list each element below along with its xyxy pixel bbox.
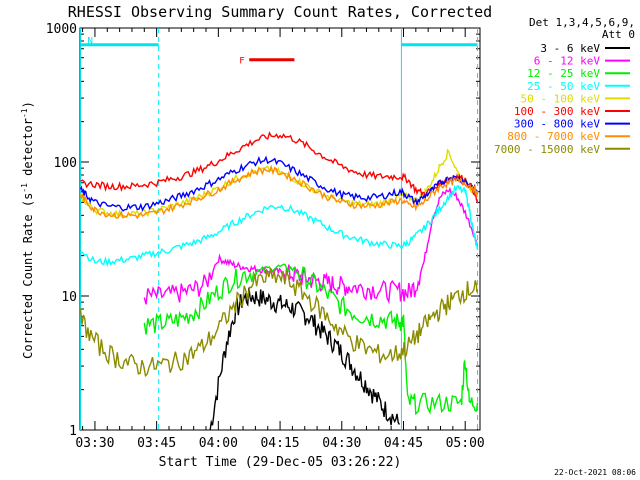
x-tick-label: 03:30	[75, 436, 114, 451]
y-tick-label: 1000	[46, 22, 77, 37]
footer-date: 22-Oct-2021 08:06	[554, 468, 636, 477]
series-line-5	[80, 131, 479, 203]
x-tick-label: 03:45	[137, 436, 176, 451]
y-axis-label: Corrected Count Rate (s-1 detector-1)	[20, 101, 35, 359]
series-line-6	[80, 155, 478, 212]
series-line-8	[80, 268, 479, 378]
legend-label-0: 3 - 6 keV	[540, 42, 600, 55]
legend-label-3: 25 - 50 keV	[527, 80, 600, 93]
y-tick-label: 1	[69, 424, 77, 439]
x-axis-label: Start Time (29-Dec-05 03:26:22)	[159, 455, 402, 470]
series-line-1	[143, 186, 479, 305]
state-bar-label-F: F	[239, 57, 244, 67]
chart-title: RHESSI Observing Summary Count Rates, Co…	[68, 3, 492, 21]
legend-label-2: 12 - 25 keV	[527, 67, 600, 80]
x-tick-label: 04:00	[199, 436, 238, 451]
y-axis-label-exp-1: -1	[20, 183, 29, 193]
x-tick-label: 05:00	[446, 436, 485, 451]
legend-label-6: 300 - 800 keV	[514, 118, 600, 131]
y-axis-label-mid: detector	[21, 118, 35, 183]
y-axis-label-end: )	[21, 101, 35, 108]
legend-label-4: 50 - 100 keV	[521, 92, 601, 105]
series-line-0	[209, 287, 401, 430]
y-tick-label: 10	[61, 290, 77, 305]
y-axis-label-exp-2: -1	[20, 108, 29, 118]
y-axis-label-main: Corrected Count Rate (s	[21, 193, 35, 359]
series-line-7	[80, 164, 479, 220]
y-tick-label: 100	[54, 156, 77, 171]
legend-label-1: 6 - 12 keV	[534, 55, 601, 68]
state-bar-label-N: N	[88, 37, 93, 47]
x-tick-label: 04:30	[322, 436, 361, 451]
series-line-3	[80, 184, 479, 268]
legend-header-line-2: Att 0	[602, 28, 635, 41]
legend-label-8: 7000 - 15000 keV	[494, 143, 600, 156]
plot-area: 1 10 100 1000 03:30 03:45 04:00 04:15 04:30 04:45…	[46, 22, 485, 451]
x-tick-label: 04:15	[260, 436, 299, 451]
legend-label-5: 100 - 300 keV	[514, 105, 600, 118]
legend-label-7: 800 - 7000 keV	[507, 130, 600, 143]
x-tick-label: 04:45	[384, 436, 423, 451]
legend-header-line-1: Det 1,3,4,5,6,9,	[529, 16, 635, 29]
series-line-2	[143, 263, 479, 416]
